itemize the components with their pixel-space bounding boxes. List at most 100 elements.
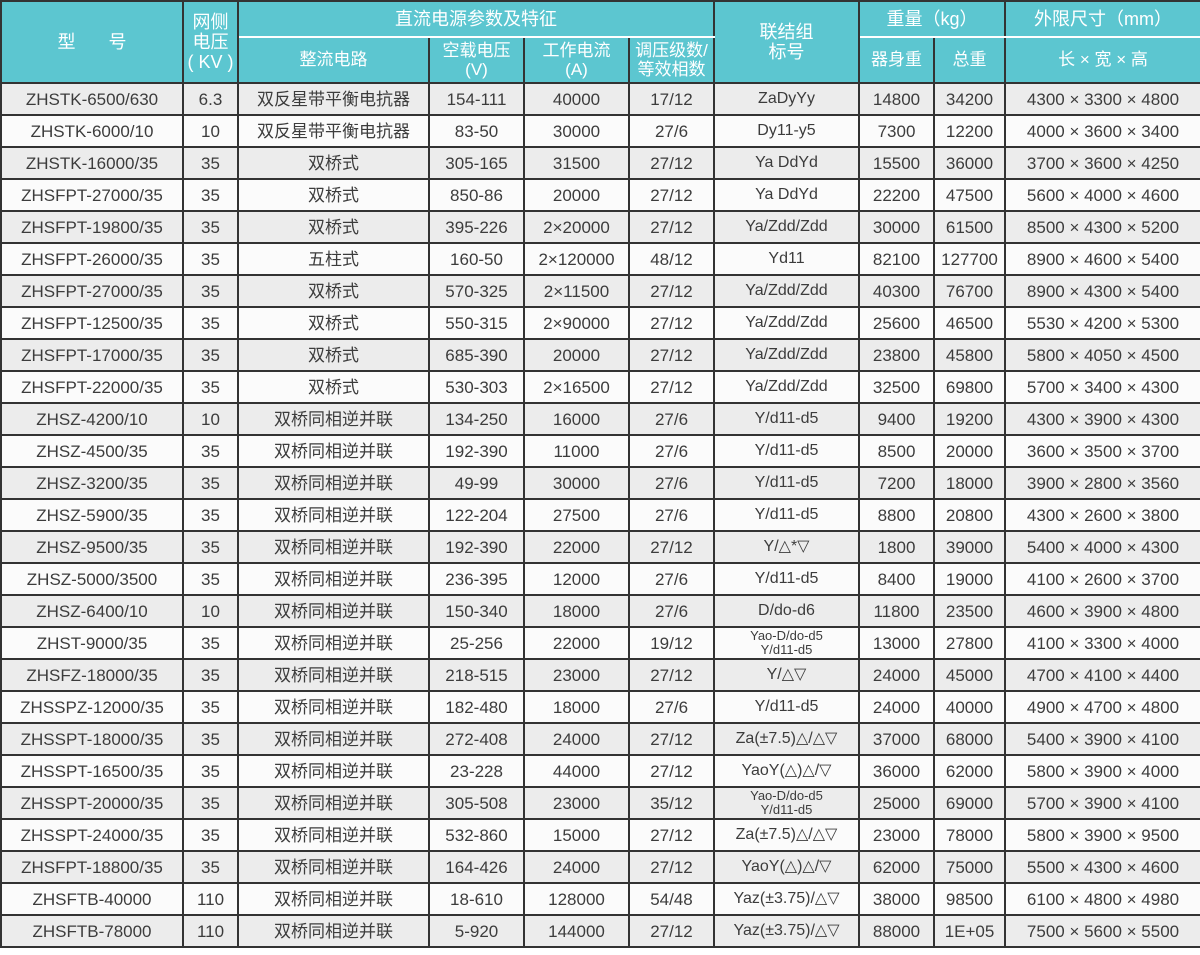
cell-total-weight: 45000 xyxy=(932,658,1007,692)
cell-total-weight: 19000 xyxy=(932,562,1007,596)
cell-noload-voltage: 305-508 xyxy=(428,786,525,820)
cell-connection: Y/d11-d5 xyxy=(713,498,860,532)
cell-connection: YaoY(△)△/▽ xyxy=(713,754,860,788)
cell-connection: Za(±7.5)△/△▽ xyxy=(713,818,860,852)
cell-working-current: 12000 xyxy=(523,562,630,596)
cell-noload-voltage: 160-50 xyxy=(428,242,525,276)
cell-body-weight: 82100 xyxy=(858,242,935,276)
cell-body-weight: 88000 xyxy=(858,914,935,948)
header-grid-voltage: 网侧 电压 ( KV ) xyxy=(182,0,239,84)
cell-dimensions: 5800 × 3900 × 9500 xyxy=(1004,818,1200,852)
cell-grid-voltage: 35 xyxy=(182,850,239,884)
table-row: ZHSSPT-16500/35 35 双桥同相逆并联 23-228 44000 27/12… xyxy=(0,754,1200,788)
cell-model: ZHSZ-6400/10 xyxy=(0,594,184,628)
cell-noload-voltage: 49-99 xyxy=(428,466,525,500)
cell-body-weight: 9400 xyxy=(858,402,935,436)
cell-rectifier-circuit: 双桥同相逆并联 xyxy=(237,882,430,916)
cell-model: ZHSZ-9500/35 xyxy=(0,530,184,564)
cell-working-current: 30000 xyxy=(523,114,630,148)
cell-working-current: 16000 xyxy=(523,402,630,436)
cell-total-weight: 18000 xyxy=(932,466,1007,500)
table-row: ZHSSPT-18000/35 35 双桥同相逆并联 272-408 24000 27/1… xyxy=(0,722,1200,756)
cell-dimensions: 4900 × 4700 × 4800 xyxy=(1004,690,1200,724)
table-row: ZHSZ-5000/3500 35 双桥同相逆并联 236-395 12000 27/6 Y… xyxy=(0,562,1200,596)
cell-model: ZHSFTB-78000 xyxy=(0,914,184,948)
cell-rectifier-circuit: 双反星带平衡电抗器 xyxy=(237,114,430,148)
cell-grid-voltage: 35 xyxy=(182,210,239,244)
cell-working-current: 24000 xyxy=(523,850,630,884)
table-row: ZHSSPT-20000/35 35 双桥同相逆并联 305-508 23000 35/1… xyxy=(0,786,1200,820)
cell-working-current: 23000 xyxy=(523,658,630,692)
cell-rectifier-circuit: 双桥同相逆并联 xyxy=(237,690,430,724)
cell-grid-voltage: 35 xyxy=(182,658,239,692)
table-row: ZHSFTB-40000 110 双桥同相逆并联 18-610 128000 54/48 Y… xyxy=(0,882,1200,916)
cell-noload-voltage: 218-515 xyxy=(428,658,525,692)
cell-connection: Ya DdYd xyxy=(713,178,860,212)
header-dimensions: 长 × 宽 × 高 xyxy=(1004,36,1200,84)
cell-body-weight: 24000 xyxy=(858,658,935,692)
cell-regulation-stages: 27/12 xyxy=(628,146,715,180)
table-row: ZHSFZ-18000/35 35 双桥同相逆并联 218-515 23000 27/12… xyxy=(0,658,1200,692)
cell-rectifier-circuit: 双桥式 xyxy=(237,306,430,340)
cell-dimensions: 5500 × 4300 × 4600 xyxy=(1004,850,1200,884)
cell-model: ZHSZ-5900/35 xyxy=(0,498,184,532)
cell-rectifier-circuit: 双桥式 xyxy=(237,210,430,244)
cell-connection: Yaz(±3.75)/△▽ xyxy=(713,914,860,948)
cell-model: ZHSSPT-20000/35 xyxy=(0,786,184,820)
cell-noload-voltage: 850-86 xyxy=(428,178,525,212)
cell-regulation-stages: 27/6 xyxy=(628,690,715,724)
cell-model: ZHSZ-5000/3500 xyxy=(0,562,184,596)
cell-regulation-stages: 27/12 xyxy=(628,370,715,404)
table-row: ZHSZ-4200/10 10 双桥同相逆并联 134-250 16000 27/6 Y/d… xyxy=(0,402,1200,436)
cell-dimensions: 6100 × 4800 × 4980 xyxy=(1004,882,1200,916)
cell-total-weight: 27800 xyxy=(932,626,1007,660)
cell-rectifier-circuit: 双桥同相逆并联 xyxy=(237,658,430,692)
cell-connection: Ya/Zdd/Zdd xyxy=(713,306,860,340)
cell-grid-voltage: 35 xyxy=(182,626,239,660)
cell-dimensions: 5800 × 3900 × 4000 xyxy=(1004,754,1200,788)
cell-noload-voltage: 150-340 xyxy=(428,594,525,628)
cell-dimensions: 4000 × 3600 × 3400 xyxy=(1004,114,1200,148)
cell-rectifier-circuit: 双桥同相逆并联 xyxy=(237,818,430,852)
table-row: ZHSZ-3200/35 35 双桥同相逆并联 49-99 30000 27/6 Y/d11… xyxy=(0,466,1200,500)
cell-working-current: 128000 xyxy=(523,882,630,916)
cell-model: ZHSFPT-27000/35 xyxy=(0,274,184,308)
cell-regulation-stages: 27/12 xyxy=(628,722,715,756)
cell-noload-voltage: 192-390 xyxy=(428,530,525,564)
cell-working-current: 40000 xyxy=(523,82,630,116)
cell-dimensions: 8900 × 4600 × 5400 xyxy=(1004,242,1200,276)
cell-connection: Ya DdYd xyxy=(713,146,860,180)
cell-model: ZHSFPT-18800/35 xyxy=(0,850,184,884)
header-rectifier-circuit: 整流电路 xyxy=(237,36,430,84)
cell-connection: Ya/Zdd/Zdd xyxy=(713,338,860,372)
cell-working-current: 2×16500 xyxy=(523,370,630,404)
cell-grid-voltage: 10 xyxy=(182,594,239,628)
cell-noload-voltage: 23-228 xyxy=(428,754,525,788)
cell-rectifier-circuit: 双桥同相逆并联 xyxy=(237,530,430,564)
cell-total-weight: 61500 xyxy=(932,210,1007,244)
cell-noload-voltage: 134-250 xyxy=(428,402,525,436)
cell-regulation-stages: 27/6 xyxy=(628,434,715,468)
cell-connection: Y/d11-d5 xyxy=(713,562,860,596)
table-header: 型 号 网侧 电压 ( KV ) 直流电源参数及特征 联结组 标号 重量（kg）… xyxy=(0,0,1200,84)
cell-dimensions: 5700 × 3400 × 4300 xyxy=(1004,370,1200,404)
cell-model: ZHSFZ-18000/35 xyxy=(0,658,184,692)
cell-regulation-stages: 27/12 xyxy=(628,850,715,884)
cell-total-weight: 40000 xyxy=(932,690,1007,724)
table-row: ZHSFPT-22000/35 35 双桥式 530-303 2×16500 27/12 Y… xyxy=(0,370,1200,404)
cell-model: ZHSTK-6000/10 xyxy=(0,114,184,148)
cell-dimensions: 5800 × 4050 × 4500 xyxy=(1004,338,1200,372)
cell-total-weight: 36000 xyxy=(932,146,1007,180)
cell-regulation-stages: 27/6 xyxy=(628,402,715,436)
table-row: ZHSTK-6000/10 10 双反星带平衡电抗器 83-50 30000 27/6 Dy… xyxy=(0,114,1200,148)
cell-total-weight: 62000 xyxy=(932,754,1007,788)
cell-working-current: 22000 xyxy=(523,530,630,564)
cell-dimensions: 8500 × 4300 × 5200 xyxy=(1004,210,1200,244)
table-row: ZHSZ-9500/35 35 双桥同相逆并联 192-390 22000 27/12 Y/… xyxy=(0,530,1200,564)
cell-total-weight: 127700 xyxy=(932,242,1007,276)
cell-body-weight: 1800 xyxy=(858,530,935,564)
cell-regulation-stages: 48/12 xyxy=(628,242,715,276)
cell-body-weight: 37000 xyxy=(858,722,935,756)
cell-dimensions: 4700 × 4100 × 4400 xyxy=(1004,658,1200,692)
